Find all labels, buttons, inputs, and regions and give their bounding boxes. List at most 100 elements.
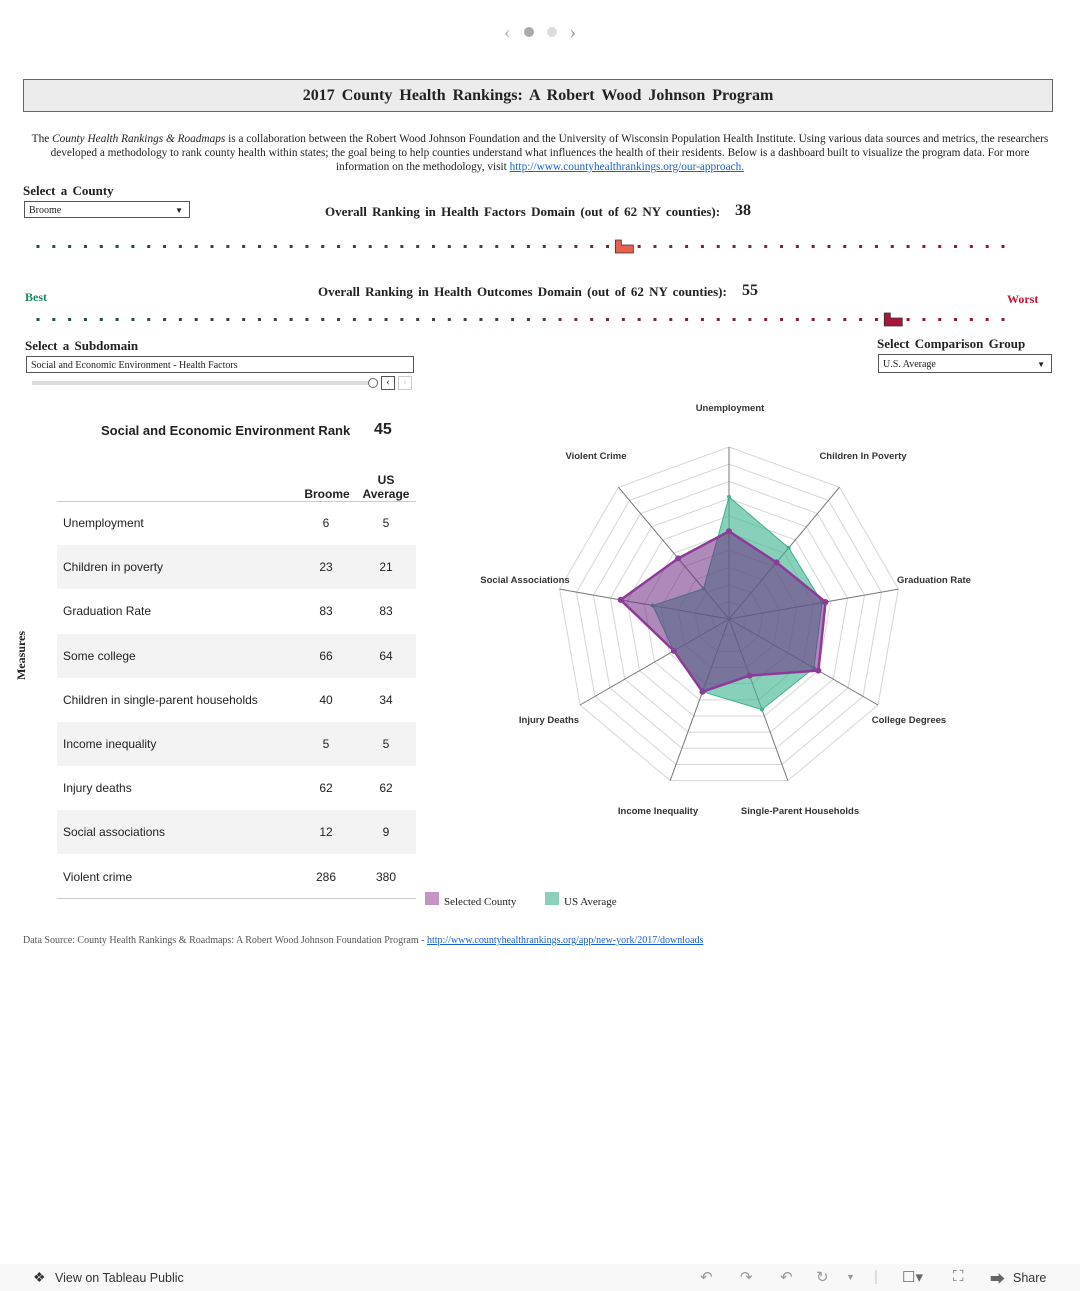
selected-county-shape[interactable] <box>614 239 634 254</box>
county-shape[interactable] <box>147 245 151 248</box>
county-shape[interactable] <box>463 245 467 248</box>
page-dot-1[interactable] <box>523 27 534 38</box>
county-shape[interactable] <box>748 245 752 248</box>
county-shape[interactable] <box>99 245 103 248</box>
county-shape[interactable] <box>890 245 894 248</box>
county-shape[interactable] <box>400 245 404 248</box>
county-shape[interactable] <box>685 245 689 248</box>
county-shape[interactable] <box>368 318 372 321</box>
county-shape[interactable] <box>131 245 135 248</box>
county-shape[interactable] <box>416 245 420 248</box>
county-shape[interactable] <box>954 245 958 248</box>
county-shape[interactable] <box>732 245 736 248</box>
county-shape[interactable] <box>780 318 784 321</box>
county-shape[interactable] <box>210 318 214 321</box>
county-shape[interactable] <box>447 245 451 248</box>
county-shape[interactable] <box>811 245 815 248</box>
county-shape[interactable] <box>874 318 878 321</box>
county-shape[interactable] <box>273 245 277 248</box>
county-shape[interactable] <box>257 318 261 321</box>
county-shape[interactable] <box>795 318 799 321</box>
county-shape[interactable] <box>795 245 799 248</box>
county-shape[interactable] <box>590 318 594 321</box>
county-shape[interactable] <box>242 245 246 248</box>
device-preview-icon[interactable]: ☐▾ <box>902 1269 923 1286</box>
county-dropdown[interactable]: Broome ▼ <box>24 201 190 218</box>
redo-icon[interactable]: ↷ <box>740 1269 753 1286</box>
county-shape[interactable] <box>226 318 230 321</box>
county-shape[interactable] <box>542 245 546 248</box>
county-shape[interactable] <box>305 245 309 248</box>
county-shape[interactable] <box>83 318 87 321</box>
county-shape[interactable] <box>384 318 388 321</box>
chevron-down-icon[interactable]: ▼ <box>846 1272 855 1282</box>
county-shape[interactable] <box>495 318 499 321</box>
county-shape[interactable] <box>147 318 151 321</box>
county-shape[interactable] <box>352 245 356 248</box>
county-shape[interactable] <box>115 318 119 321</box>
county-shape[interactable] <box>495 245 499 248</box>
county-shape[interactable] <box>542 318 546 321</box>
page-dot-2[interactable] <box>546 27 557 38</box>
county-shape[interactable] <box>431 245 435 248</box>
county-shape[interactable] <box>337 318 341 321</box>
county-shape[interactable] <box>748 318 752 321</box>
county-shape[interactable] <box>843 245 847 248</box>
county-shape[interactable] <box>653 245 657 248</box>
refresh-icon[interactable]: ↻ <box>816 1269 829 1286</box>
county-shape[interactable] <box>289 318 293 321</box>
county-shape[interactable] <box>68 318 72 321</box>
county-shape[interactable] <box>210 245 214 248</box>
county-shape[interactable] <box>764 245 768 248</box>
fullscreen-icon[interactable]: ⛶ <box>953 1268 964 1285</box>
county-shape[interactable] <box>83 245 87 248</box>
share-icon[interactable]: ⮕ <box>990 1271 1006 1288</box>
county-shape[interactable] <box>305 318 309 321</box>
county-shape[interactable] <box>431 318 435 321</box>
outcomes-county-strip[interactable] <box>30 311 1020 327</box>
county-shape[interactable] <box>1001 245 1005 248</box>
county-shape[interactable] <box>859 318 863 321</box>
revert-icon[interactable]: ↶ <box>780 1269 793 1286</box>
county-shape[interactable] <box>52 318 56 321</box>
county-shape[interactable] <box>653 318 657 321</box>
county-shape[interactable] <box>526 245 530 248</box>
county-shape[interactable] <box>337 245 341 248</box>
county-shape[interactable] <box>859 245 863 248</box>
county-shape[interactable] <box>163 245 167 248</box>
county-shape[interactable] <box>1001 318 1005 321</box>
county-shape[interactable] <box>590 245 594 248</box>
county-shape[interactable] <box>954 318 958 321</box>
county-shape[interactable] <box>811 318 815 321</box>
county-shape[interactable] <box>511 245 515 248</box>
county-shape[interactable] <box>526 318 530 321</box>
county-shape[interactable] <box>606 245 610 248</box>
county-shape[interactable] <box>906 245 910 248</box>
county-shape[interactable] <box>178 318 182 321</box>
subdomain-slider-handle[interactable] <box>368 378 378 388</box>
view-on-tableau-link[interactable]: View on Tableau Public <box>55 1271 184 1285</box>
chevron-left-icon[interactable]: ‹ <box>503 20 511 43</box>
county-shape[interactable] <box>226 245 230 248</box>
slider-next-button[interactable]: › <box>398 376 412 390</box>
county-shape[interactable] <box>321 245 325 248</box>
county-shape[interactable] <box>969 245 973 248</box>
county-shape[interactable] <box>938 245 942 248</box>
county-shape[interactable] <box>131 318 135 321</box>
subdomain-slider-track[interactable] <box>32 381 372 385</box>
county-shape[interactable] <box>479 245 483 248</box>
county-shape[interactable] <box>669 318 673 321</box>
county-shape[interactable] <box>68 245 72 248</box>
county-shape[interactable] <box>273 318 277 321</box>
county-shape[interactable] <box>780 245 784 248</box>
county-shape[interactable] <box>700 318 704 321</box>
county-shape[interactable] <box>716 245 720 248</box>
selected-county-shape[interactable] <box>883 312 903 327</box>
county-shape[interactable] <box>906 318 910 321</box>
county-shape[interactable] <box>606 318 610 321</box>
county-shape[interactable] <box>637 318 641 321</box>
county-shape[interactable] <box>289 245 293 248</box>
slider-prev-button[interactable]: ‹ <box>381 376 395 390</box>
undo-icon[interactable]: ↶ <box>700 1269 713 1286</box>
county-shape[interactable] <box>368 245 372 248</box>
